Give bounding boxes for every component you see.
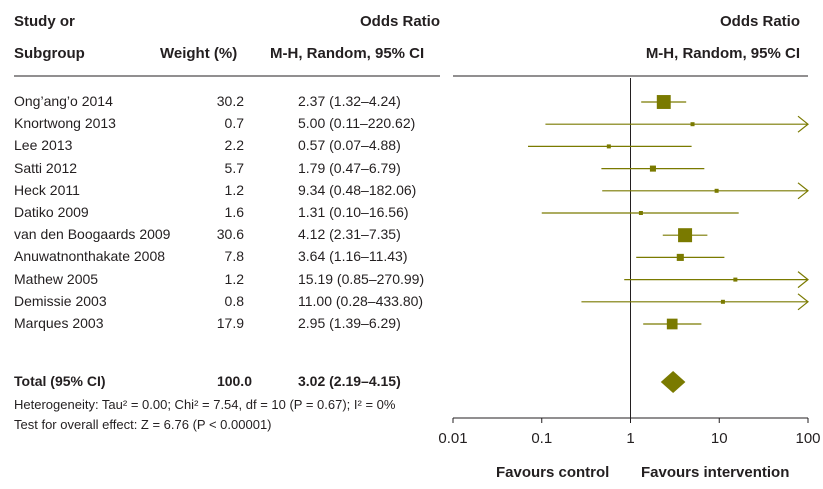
point-estimate	[656, 95, 671, 109]
study-name: Heck 2011	[14, 181, 80, 198]
x-tick-label: 0.1	[531, 430, 552, 447]
header-study-line1: Study or	[14, 13, 75, 30]
study-ci: 15.19 (0.85–270.99)	[298, 270, 425, 287]
study-name: Ong’ang’o 2014	[14, 93, 113, 109]
study-weight: 30.2	[216, 93, 244, 109]
ci-arrow	[797, 115, 809, 133]
favours-intervention-label: Favours intervention	[641, 464, 790, 481]
x-tick-label: 0.01	[438, 430, 467, 447]
x-tick-label: 10	[711, 430, 728, 447]
favours-control-label: Favours control	[496, 464, 610, 481]
ci-arrow	[797, 182, 809, 200]
point-estimate	[678, 228, 693, 243]
study-ci: 1.31 (0.10–16.56)	[298, 204, 409, 220]
study-ci: 4.12 (2.31–7.35)	[298, 226, 401, 243]
study-name: Datiko 2009	[14, 204, 89, 220]
study-weight: 30.6	[216, 226, 244, 243]
study-weight: 1.2	[224, 270, 244, 287]
point-estimate	[638, 211, 643, 215]
study-weight: 1.2	[224, 181, 244, 198]
study-ci: 11.00 (0.28–433.80)	[298, 292, 424, 309]
study-ci: 9.34 (0.48–182.06)	[298, 181, 417, 198]
point-estimate	[666, 318, 678, 330]
header-study-line2: Subgroup	[14, 45, 85, 62]
point-estimate	[714, 188, 719, 193]
header-plot-line1: Odds Ratio	[719, 13, 800, 30]
header-or-line1: Odds Ratio	[359, 13, 440, 30]
study-name: Anuwatnonthakate 2008	[14, 248, 166, 265]
study-name: van den Boogaards 2009	[14, 226, 171, 243]
study-weight: 7.8	[224, 248, 244, 265]
study-name: Satti 2012	[14, 159, 78, 176]
study-ci: 2.95 (1.39–6.29)	[298, 315, 401, 331]
heterogeneity-text: Heterogeneity: Tau² = 0.00; Chi² = 7.54,…	[14, 397, 396, 412]
point-estimate	[733, 277, 738, 282]
point-estimate	[690, 122, 695, 127]
header-plot-line2: M-H, Random, 95% CI	[645, 45, 800, 62]
study-name: Marques 2003	[14, 315, 104, 331]
total-ci: 3.02 (2.19–4.15)	[298, 373, 401, 389]
study-weight: 0.8	[224, 292, 244, 309]
study-name: Lee 2013	[14, 137, 73, 154]
study-ci: 5.00 (0.11–220.62)	[298, 115, 416, 132]
study-weight: 0.7	[224, 115, 244, 132]
study-ci: 0.57 (0.07–4.88)	[298, 137, 401, 154]
point-estimate	[720, 299, 725, 304]
x-tick-label: 100	[795, 430, 820, 447]
study-weight: 17.9	[216, 315, 244, 331]
ci-arrow	[797, 271, 809, 289]
point-estimate	[606, 144, 611, 149]
point-estimate	[676, 253, 684, 261]
point-estimate	[649, 165, 656, 172]
ci-arrow	[797, 293, 809, 311]
study-name: Knortwong 2013	[14, 115, 116, 132]
header-weight: Weight (%)	[160, 45, 238, 62]
total-diamond	[660, 371, 686, 393]
study-ci: 2.37 (1.32–4.24)	[298, 93, 401, 109]
study-weight: 2.2	[224, 137, 244, 154]
study-ci: 1.79 (0.47–6.79)	[298, 159, 401, 176]
study-name: Mathew 2005	[14, 270, 99, 287]
overall-effect-text: Test for overall effect: Z = 6.76 (P < 0…	[14, 417, 272, 432]
total-label: Total (95% CI)	[14, 373, 106, 389]
study-weight: 5.7	[224, 159, 244, 176]
study-ci: 3.64 (1.16–11.43)	[298, 248, 408, 265]
x-tick-label: 1	[626, 430, 634, 447]
header-or-line2: M-H, Random, 95% CI	[270, 45, 425, 62]
total-weight: 100.0	[216, 373, 252, 389]
study-name: Demissie 2003	[14, 292, 107, 309]
study-weight: 1.6	[224, 204, 244, 220]
